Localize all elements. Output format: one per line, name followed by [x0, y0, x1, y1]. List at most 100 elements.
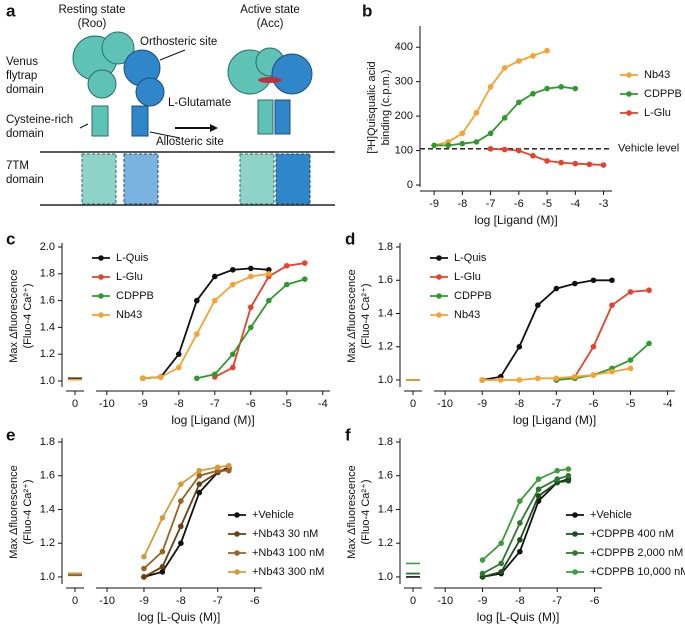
data-point: [516, 147, 522, 154]
x-tick-label: -10: [99, 398, 115, 410]
data-point: [248, 273, 254, 280]
legend-marker: [234, 512, 240, 518]
x-tick-label: -4: [663, 398, 673, 410]
x-tick-label: 0: [410, 595, 416, 607]
x-tick-label: -6: [250, 595, 260, 607]
label: flytrap: [6, 70, 37, 82]
legend-marker: [98, 274, 104, 280]
y-tick-label: 1.8: [40, 268, 55, 280]
y-tick-label: 1.6: [378, 470, 393, 482]
pointer: [159, 49, 186, 61]
data-point: [590, 343, 597, 350]
data-point: [230, 364, 236, 371]
data-point: [517, 498, 523, 504]
y-tick-label: 1.2: [40, 537, 55, 549]
data-point: [535, 486, 542, 493]
data-point: [501, 146, 508, 153]
series-line: [142, 272, 269, 380]
y-tick-label: 1.6: [40, 294, 55, 306]
data-point: [498, 540, 505, 547]
legend-label: +CDPPB 400 nM: [590, 528, 674, 540]
data-point: [565, 466, 572, 472]
data-point: [178, 481, 184, 487]
pointer: [79, 123, 89, 129]
x-tick-label: -7: [486, 198, 496, 210]
data-point: [196, 481, 203, 487]
data-point: [498, 569, 505, 575]
data-point: [501, 115, 508, 121]
data-point: [516, 99, 522, 106]
data-point: [266, 270, 272, 277]
legend-marker: [234, 531, 240, 537]
label: 7TM: [6, 160, 29, 172]
y-axis-label: (Fluo-4 Ca²⁺): [22, 283, 34, 348]
x-tick-label: -6: [514, 198, 524, 210]
x-tick-label: -8: [514, 398, 524, 410]
x-tick-label: -6: [246, 398, 256, 410]
data-point: [266, 266, 272, 273]
data-point: [572, 280, 578, 287]
data-point: [194, 297, 200, 304]
label: Orthosteric site: [140, 36, 217, 48]
data-point: [284, 262, 290, 269]
series-line: [214, 262, 305, 378]
data-point: [565, 477, 572, 484]
data-point: [544, 85, 550, 92]
legend-marker: [436, 274, 442, 280]
data-point: [459, 130, 466, 137]
x-tick-label: -9: [429, 198, 439, 210]
data-point: [627, 357, 634, 363]
y-tick-label: 1.0: [378, 374, 393, 386]
data-point: [544, 47, 550, 54]
x-tick-label: -7: [552, 595, 562, 607]
panel-letter: a: [6, 1, 16, 20]
data-point: [140, 375, 146, 382]
data-point: [516, 343, 523, 350]
legend-label: Nb43: [116, 309, 142, 321]
data-point: [212, 273, 218, 280]
data-point: [158, 374, 164, 380]
data-point: [501, 65, 508, 71]
data-point: [609, 277, 615, 284]
data-point: [590, 372, 597, 378]
series: +CDPPB 2,000 nM: [406, 472, 683, 577]
series: L-Glu: [487, 107, 671, 168]
y-tick-label: 400: [395, 41, 413, 53]
legend-label: CDPPB: [116, 290, 154, 302]
series: L-Glu: [68, 260, 308, 381]
data-point: [530, 90, 536, 97]
x-axis-label: log [Ligand (M)]: [171, 413, 254, 427]
data-point: [230, 281, 236, 288]
x-tick-label: -8: [176, 595, 186, 607]
legend-label: +Nb43 100 nM: [252, 547, 324, 559]
data-point: [479, 377, 486, 383]
legend-marker: [626, 91, 632, 97]
legend-label: L-Glu: [454, 271, 481, 283]
series-line: [143, 464, 229, 558]
data-point: [284, 281, 290, 288]
y-tick-label: 1.8: [378, 436, 393, 448]
x-tick-label: -9: [477, 398, 487, 410]
data-point: [487, 84, 494, 90]
data-point: [544, 158, 550, 164]
data-point: [178, 523, 184, 530]
x-tick-label: -9: [139, 595, 149, 607]
x-tick-label: -4: [570, 198, 580, 210]
data-point: [553, 285, 560, 292]
legend-label: CDPPB: [454, 290, 492, 302]
series: Nb43: [406, 309, 634, 383]
x-tick-label: -9: [478, 595, 488, 607]
legend-label: +Vehicle: [252, 509, 294, 521]
x-tick-label: -7: [551, 398, 561, 410]
data-point: [517, 548, 523, 555]
x-tick-label: -4: [318, 398, 328, 410]
data-point: [553, 375, 560, 382]
y-tick-label: 1.4: [378, 307, 393, 319]
data-point: [535, 493, 542, 499]
data-point: [497, 377, 504, 383]
legend-label: +CDPPB 2,000 nM: [590, 547, 683, 559]
series-line: [556, 289, 650, 381]
data-point: [212, 371, 218, 378]
data-point: [498, 560, 505, 567]
x-tick-label: 0: [72, 398, 78, 410]
